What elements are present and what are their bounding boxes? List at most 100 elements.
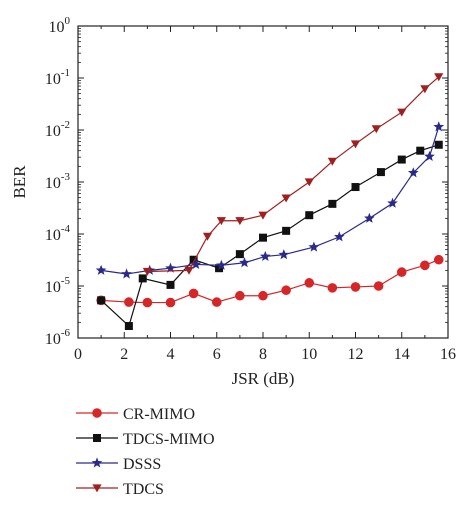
data-point-tdcs-mimo	[305, 211, 314, 220]
x-tick-label: 0	[74, 346, 82, 363]
data-point-cr-mimo	[304, 278, 315, 288]
series-line-cr-mimo	[101, 259, 439, 304]
x-axis-label: JSR (dB)	[232, 369, 295, 388]
y-tick-label: 10-4	[45, 223, 71, 244]
series-line-tdcs-mimo	[100, 144, 439, 328]
data-point-dsss	[424, 150, 435, 161]
data-point-dsss	[387, 197, 398, 208]
data-point-dsss	[278, 249, 290, 260]
data-point-dsss	[407, 167, 419, 178]
series-line-dsss	[101, 126, 440, 275]
series-tdcs	[142, 73, 444, 276]
data-point-tdcs	[327, 157, 337, 166]
x-tick-label: 4	[167, 346, 175, 363]
data-point-cr-mimo	[433, 254, 444, 265]
y-tick-label: 100	[49, 15, 71, 36]
data-point-tdcs-mimo	[259, 233, 267, 242]
legend-label: TDCS-MIMO	[123, 431, 215, 448]
y-tick-label: 10-6	[45, 327, 71, 348]
x-tick-label: 6	[213, 346, 221, 363]
series-cr-mimo	[96, 254, 444, 308]
data-point-tdcs	[235, 217, 245, 226]
y-tick-label: 10-2	[45, 119, 70, 140]
legend-marker	[92, 408, 102, 418]
data-point-cr-mimo	[124, 297, 134, 307]
x-tick-label: 14	[394, 346, 410, 363]
legend-marker	[92, 484, 102, 493]
series-tdcs-mimo	[97, 140, 443, 331]
plot-area: 0 2 4 6 8 10 12 14 16 100 10-1 10-2 10-3 10-4 10-5 10-6…	[10, 15, 456, 388]
data-point-tdcs-mimo	[376, 168, 385, 177]
data-point-cr-mimo	[142, 297, 153, 308]
series-dsss	[95, 121, 445, 279]
data-point-cr-mimo	[420, 260, 430, 271]
data-point-tdcs	[420, 85, 430, 94]
legend-label: DSSS	[123, 456, 161, 473]
data-point-tdcs-mimo	[235, 250, 244, 259]
data-point-tdcs-mimo	[124, 322, 133, 331]
data-point-cr-mimo	[373, 281, 384, 291]
data-point-dsss	[333, 231, 345, 242]
data-point-tdcs	[350, 140, 361, 149]
series-layer	[95, 73, 445, 331]
y-tick-label: 10-1	[45, 67, 70, 88]
x-tick-label: 8	[259, 346, 267, 363]
data-point-dsss	[308, 241, 320, 252]
data-point-tdcs	[371, 125, 381, 134]
y-tick-label: 10-3	[45, 171, 71, 192]
x-tick-label: 12	[348, 346, 364, 363]
legend-marker	[93, 434, 101, 442]
x-tick-label: 2	[120, 346, 128, 363]
data-point-tdcs-mimo	[97, 296, 106, 305]
data-point-cr-mimo	[165, 297, 176, 308]
data-point-tdcs-mimo	[328, 199, 337, 208]
data-point-dsss	[216, 259, 227, 270]
data-point-dsss	[95, 264, 107, 275]
data-point-cr-mimo	[350, 282, 361, 292]
legend-item-tdcs: TDCS	[76, 481, 164, 498]
data-point-tdcs-mimo	[189, 255, 198, 264]
data-point-tdcs	[258, 211, 268, 220]
data-point-tdcs-mimo	[351, 183, 360, 192]
data-point-dsss	[121, 268, 132, 279]
data-point-cr-mimo	[281, 285, 291, 296]
data-point-cr-mimo	[396, 267, 407, 277]
data-point-tdcs	[281, 194, 291, 203]
data-point-dsss	[239, 257, 250, 268]
y-tick-label: 10-5	[45, 275, 71, 296]
data-point-tdcs	[184, 266, 194, 275]
data-point-dsss	[190, 258, 202, 269]
legend-item-dsss: DSSS	[76, 456, 161, 473]
data-point-cr-mimo	[235, 290, 245, 301]
data-point-cr-mimo	[258, 290, 268, 301]
legend: CR-MIMO TDCS-MIMO DSSS TDCS	[76, 406, 215, 498]
legend-label: TDCS	[123, 481, 164, 498]
data-point-tdcs	[216, 217, 226, 226]
legend-marker	[91, 457, 103, 468]
data-point-tdcs-mimo	[166, 280, 175, 289]
data-point-tdcs	[434, 73, 444, 82]
data-point-cr-mimo	[327, 283, 338, 293]
legend-item-tdcs-mimo: TDCS-MIMO	[76, 431, 215, 448]
legend-item-cr-mimo: CR-MIMO	[76, 406, 195, 423]
data-point-tdcs-mimo	[434, 140, 443, 149]
x-tick-label: 10	[301, 346, 317, 363]
data-point-tdcs-mimo	[397, 155, 406, 164]
x-tick-label: 16	[440, 346, 456, 363]
data-point-cr-mimo	[211, 297, 222, 307]
data-point-dsss	[364, 212, 375, 223]
data-point-tdcs	[142, 267, 152, 276]
series-line-tdcs	[147, 76, 440, 273]
data-point-tdcs	[397, 108, 407, 117]
data-point-dsss	[165, 262, 176, 273]
data-point-tdcs-mimo	[416, 146, 425, 155]
data-point-tdcs-mimo	[138, 274, 147, 283]
data-point-cr-mimo	[188, 288, 199, 299]
data-point-dsss	[259, 250, 271, 261]
data-point-tdcs	[304, 178, 314, 187]
data-point-tdcs-mimo	[282, 226, 291, 235]
data-point-tdcs	[202, 232, 213, 241]
legend-label: CR-MIMO	[123, 406, 195, 423]
data-point-dsss	[433, 121, 445, 132]
